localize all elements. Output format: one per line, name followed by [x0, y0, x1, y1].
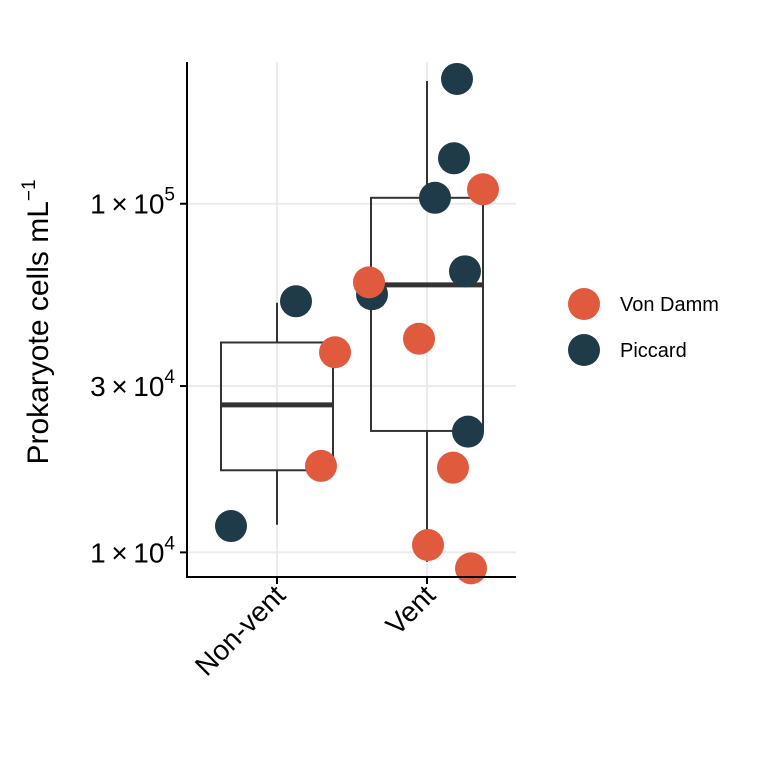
legend-label: Von Damm — [620, 294, 719, 316]
point-von-damm — [403, 322, 435, 355]
point-von-damm — [455, 552, 487, 585]
box-non-vent — [220, 302, 334, 525]
point-von-damm — [353, 266, 385, 299]
point-piccard — [280, 285, 312, 318]
point-von-damm — [319, 336, 351, 369]
y-ticks: 1 × 104 3 × 104 1 × 105 — [90, 185, 187, 568]
y-tick-label: 1 × 105 — [90, 185, 175, 220]
point-piccard — [215, 510, 247, 543]
grid-lines — [187, 62, 516, 577]
legend-item-von-damm: Von Damm — [568, 288, 719, 320]
legend-swatch — [568, 334, 600, 366]
point-piccard — [419, 181, 451, 214]
point-piccard — [441, 62, 473, 95]
x-ticks: Non-vent Vent — [189, 577, 441, 682]
legend-swatch — [568, 288, 600, 320]
legend: Von Damm Piccard — [568, 288, 719, 366]
point-piccard — [449, 255, 481, 288]
legend-label: Piccard — [620, 340, 687, 362]
point-von-damm — [412, 529, 444, 562]
point-piccard — [452, 415, 484, 448]
data-points — [215, 62, 499, 585]
axes — [186, 62, 516, 578]
y-tick-label: 3 × 104 — [90, 367, 175, 402]
x-tick-label: Vent — [380, 579, 442, 641]
point-von-damm — [305, 449, 337, 482]
y-tick-label: 1 × 104 — [90, 533, 175, 568]
point-von-damm — [467, 173, 499, 206]
x-tick-label: Non-vent — [189, 579, 291, 681]
legend-item-piccard: Piccard — [568, 334, 687, 366]
y-axis-label: Prokaryote cells mL−1 — [19, 179, 55, 464]
point-von-damm — [437, 451, 469, 484]
point-piccard — [438, 142, 470, 175]
